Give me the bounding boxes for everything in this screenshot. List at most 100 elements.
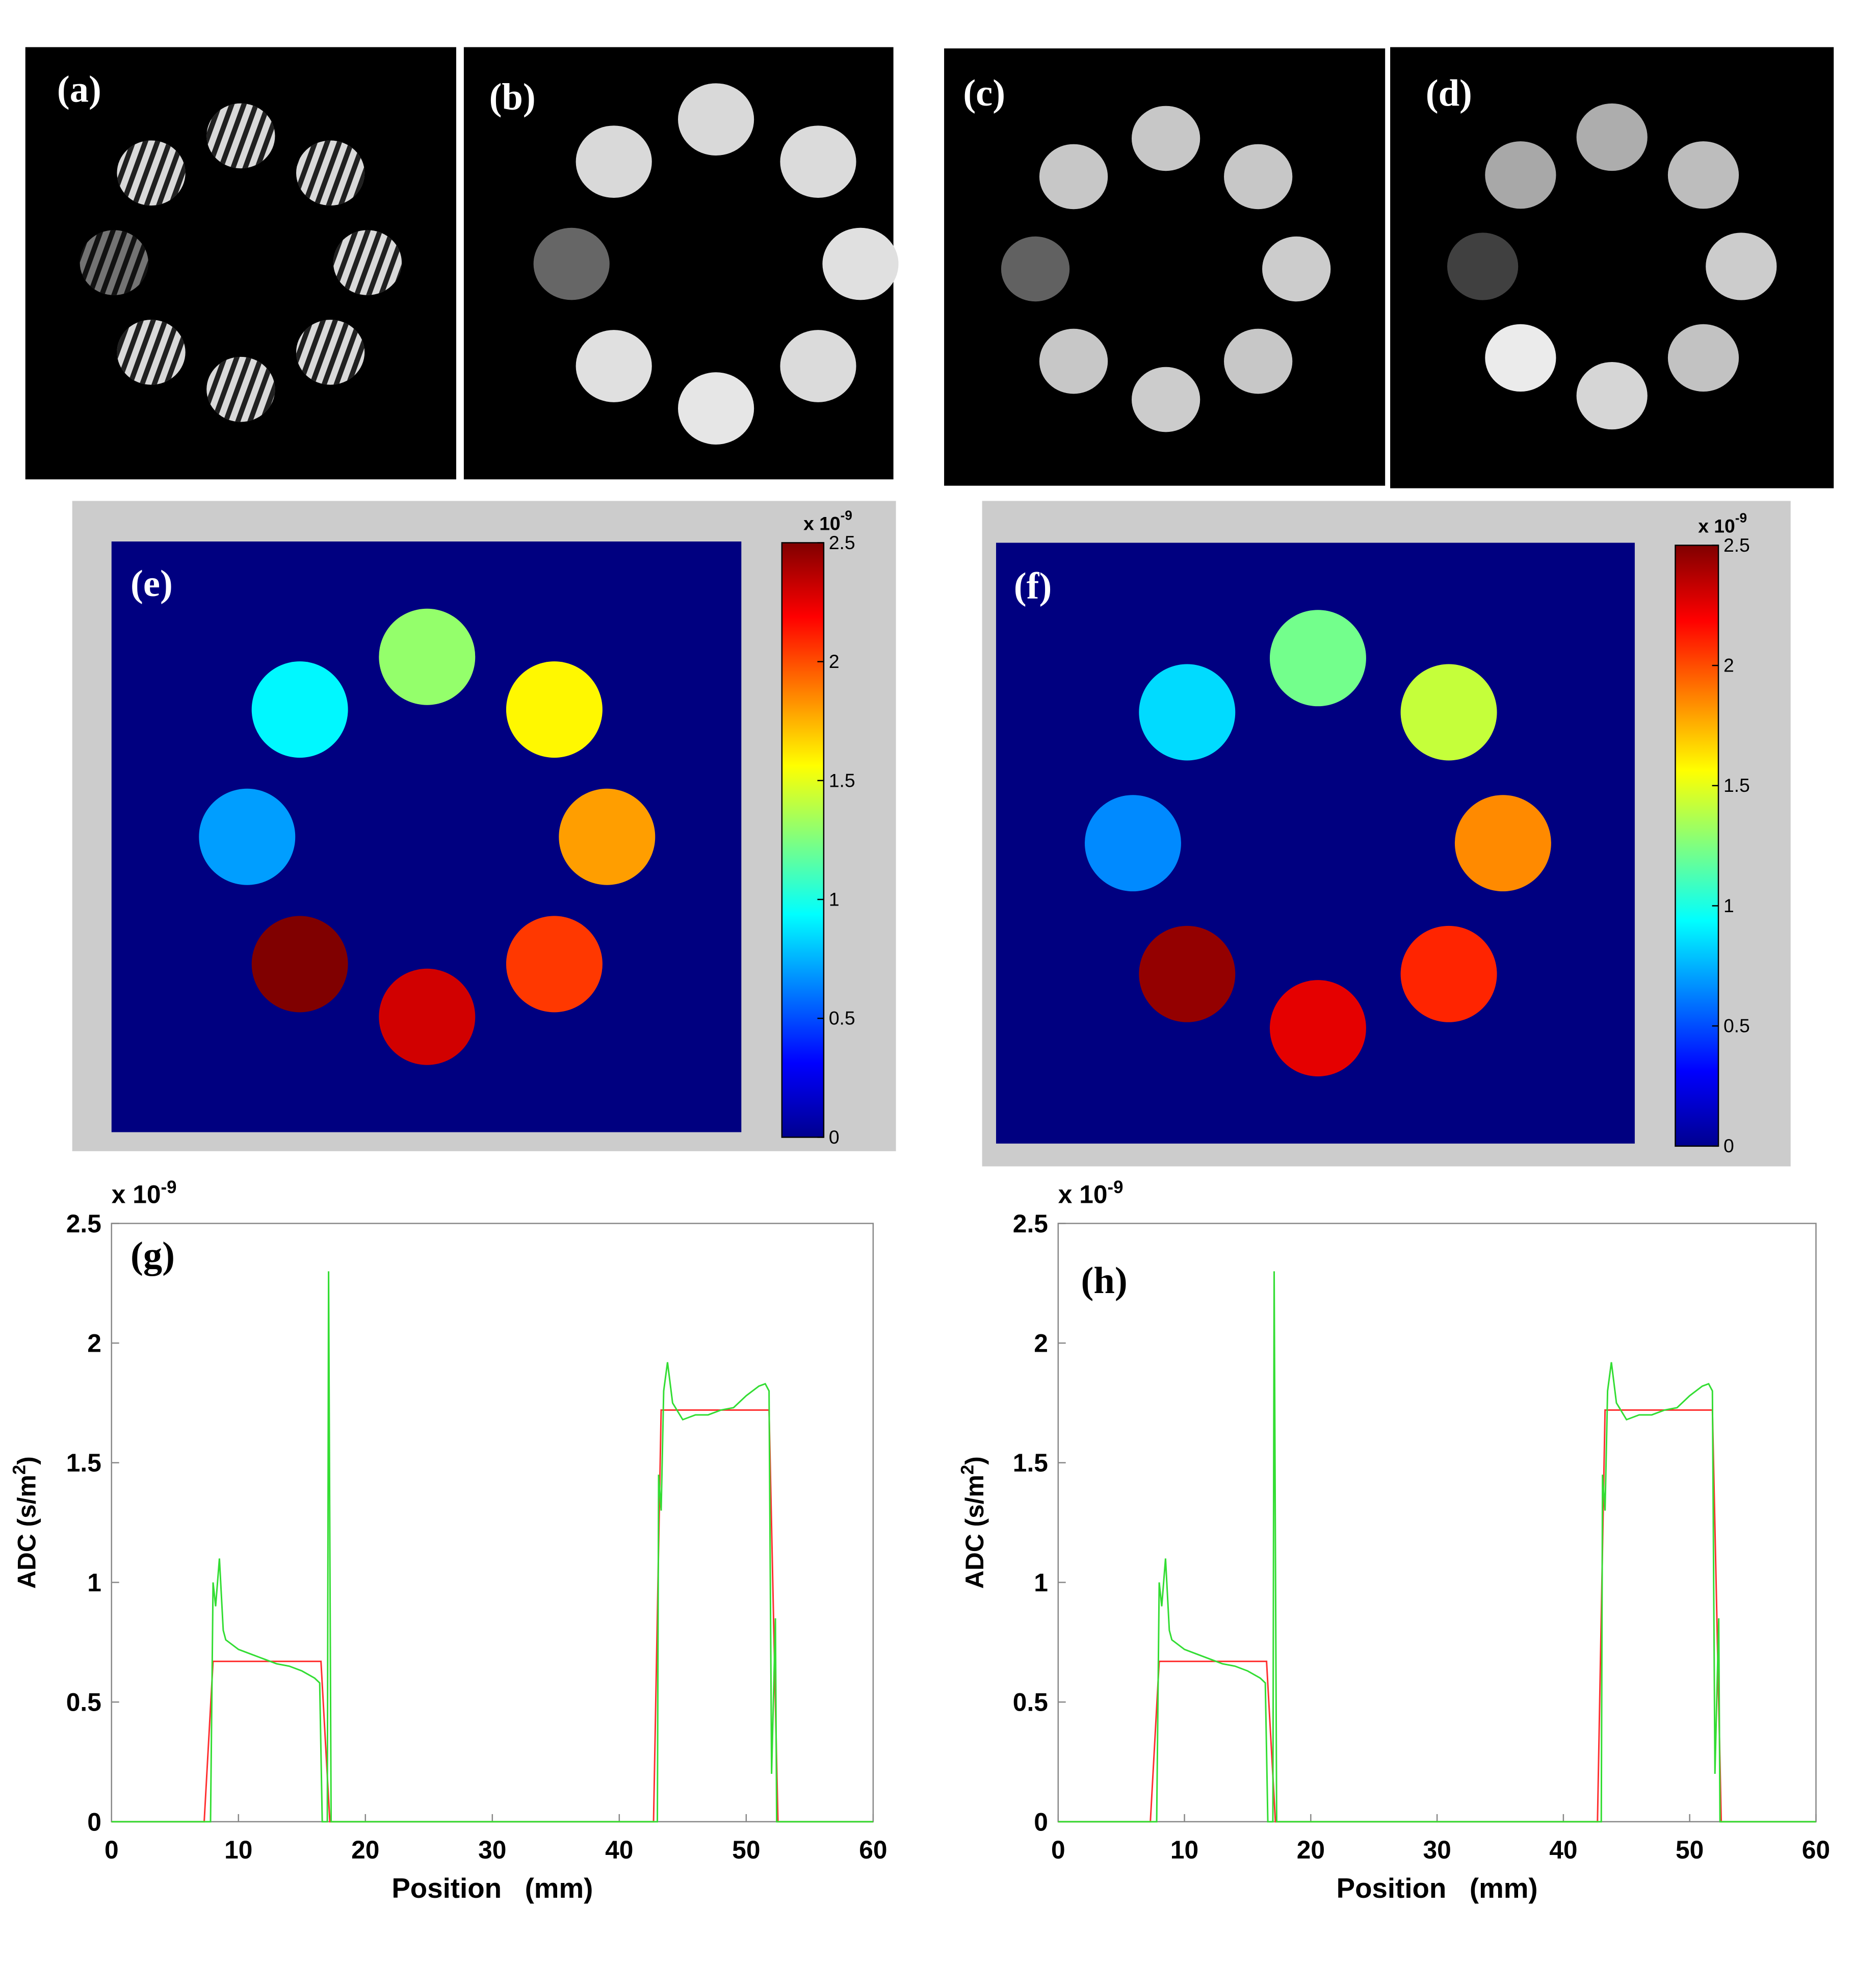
axis-multiplier: x 10-9: [1058, 1177, 1124, 1209]
x-tick-label: 40: [605, 1836, 633, 1864]
y-tick-label: 1.5: [1013, 1449, 1048, 1477]
y-label-text: ): [13, 1456, 41, 1465]
phantom-disk: [1224, 144, 1293, 210]
adc-disk: [251, 916, 348, 1013]
x-tick-label: 30: [478, 1836, 506, 1864]
y-axis-label: ADC (s/m2): [10, 1456, 41, 1589]
phantom-disk: [1131, 106, 1200, 171]
disk-stripes: [206, 356, 275, 422]
colorbar-tick-label: 0: [1724, 1135, 1734, 1156]
y-label-text: ): [960, 1456, 989, 1465]
multiplier-exponent: -9: [1735, 510, 1747, 526]
disk-stripes: [296, 320, 365, 385]
colorbar-tick-label: 1: [1724, 895, 1734, 916]
phantom-disk: [780, 125, 856, 198]
axis-multiplier: x 10-9: [112, 1177, 177, 1209]
adc-disk: [1454, 795, 1551, 892]
phantom-disk: [576, 125, 652, 198]
colorbar-tick-label: 2.5: [1724, 534, 1750, 556]
panel-label: (h): [1081, 1260, 1128, 1302]
multiplier-base: x 10: [803, 513, 841, 534]
phantom-disk: [1039, 144, 1108, 210]
colorbar-tick-label: 1.5: [829, 769, 855, 791]
adc-disk: [379, 608, 476, 705]
disk-stripes: [117, 320, 186, 385]
phantom-disk: [1667, 324, 1739, 392]
phantom-disk: [1576, 362, 1648, 430]
x-tick-label: 10: [224, 1836, 252, 1864]
phantom-disk: [678, 372, 754, 445]
panel-label: (c): [963, 72, 1005, 114]
disk-stripes: [80, 230, 148, 295]
multiplier-base: x 10: [112, 1180, 161, 1209]
x-axis-label: Position (mm): [1337, 1872, 1538, 1904]
adc-disk: [506, 661, 603, 758]
plot-area: [1057, 1223, 1817, 1823]
x-tick-label: 0: [1051, 1836, 1065, 1864]
y-tick-label: 2.5: [1013, 1209, 1048, 1238]
data-line: [111, 1271, 873, 1823]
colorbar-tick-label: 0.5: [1724, 1015, 1750, 1037]
phantom-disk: [1039, 328, 1108, 394]
adc-disk: [199, 788, 296, 885]
multiplier-base: x 10: [1058, 1180, 1108, 1209]
adc-disk: [1139, 925, 1236, 1022]
adc-disk: [1269, 610, 1366, 707]
y-label-superscript: 2: [957, 1465, 977, 1475]
y-tick-label: 0.5: [1013, 1688, 1048, 1717]
colorbar-tick-label: 1: [829, 888, 840, 910]
adc-disk: [379, 968, 476, 1065]
phantom-disk: [1001, 236, 1070, 302]
adc-disk: [559, 788, 656, 885]
disk-stripes: [206, 103, 275, 169]
phantom-disk: [533, 227, 610, 300]
multiplier-base: x 10: [1698, 515, 1735, 537]
colorbar-tick-label: 2: [1724, 655, 1734, 676]
y-tick-label: 2: [1034, 1329, 1048, 1358]
phantom-disk: [1224, 328, 1293, 394]
panel-label: (e): [130, 563, 173, 605]
y-tick-label: 2: [87, 1329, 101, 1358]
adc-disk: [1400, 664, 1497, 761]
y-tick-label: 0: [1034, 1808, 1048, 1836]
phantom-disk: [1131, 367, 1200, 432]
x-tick-label: 30: [1423, 1836, 1451, 1864]
x-tick-label: 10: [1170, 1836, 1198, 1864]
data-line: [1058, 1271, 1816, 1823]
adc-disk: [1400, 925, 1497, 1022]
x-tick-label: 20: [351, 1836, 379, 1864]
phantom-disk: [1262, 236, 1331, 302]
axis-multiplier: x 10-9: [1698, 510, 1747, 537]
panel-label: (g): [130, 1234, 175, 1276]
phantom-disk: [1447, 233, 1519, 300]
y-label-text: ADC (s/m: [960, 1475, 989, 1589]
phantom-disk: [1576, 103, 1648, 171]
y-label-superscript: 2: [10, 1465, 30, 1475]
phantom-disk: [780, 330, 856, 402]
colorbar: [781, 542, 825, 1138]
adc-disk: [506, 916, 603, 1013]
y-tick-label: 0.5: [66, 1688, 101, 1717]
colorbar-tick-label: 1.5: [1724, 774, 1750, 796]
x-tick-label: 50: [1676, 1836, 1704, 1864]
adc-disk: [1139, 664, 1236, 761]
phantom-disk: [576, 330, 652, 402]
y-tick-label: 2.5: [66, 1209, 101, 1238]
x-tick-label: 20: [1297, 1836, 1325, 1864]
multiplier-exponent: -9: [841, 508, 852, 523]
axis-multiplier: x 10-9: [803, 508, 852, 534]
multiplier-exponent: -9: [161, 1177, 177, 1197]
y-label-text: ADC (s/m: [13, 1475, 41, 1589]
panel-label: (f): [1014, 565, 1052, 607]
x-axis-label: Position (mm): [391, 1872, 593, 1904]
y-tick-label: 0: [87, 1808, 101, 1836]
colorbar-tick-label: 2: [829, 651, 840, 672]
colorbar: [1675, 545, 1719, 1147]
adc-disk: [1085, 795, 1181, 892]
multiplier-exponent: -9: [1108, 1177, 1124, 1197]
adc-disk: [1269, 980, 1366, 1077]
x-tick-label: 0: [105, 1836, 119, 1864]
disk-stripes: [296, 140, 365, 206]
phantom-disk: [822, 227, 899, 300]
